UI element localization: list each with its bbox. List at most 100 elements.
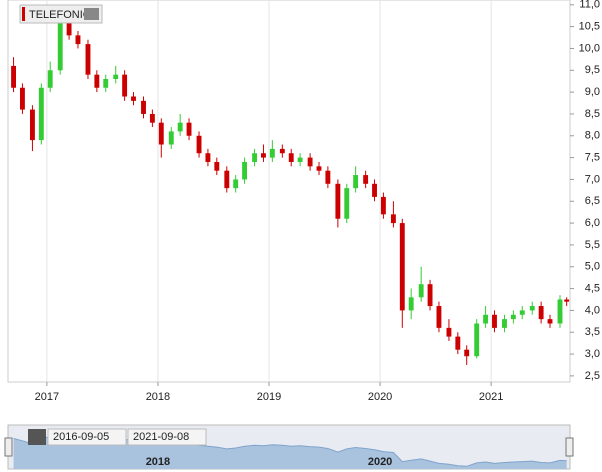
x-tick-label: 2018 (146, 391, 170, 403)
candle-body (363, 175, 369, 184)
candle-body (177, 122, 183, 132)
start-date-box[interactable] (47, 428, 127, 446)
candle-body (564, 299, 570, 302)
candle-body (103, 79, 109, 88)
y-tick-label: 8,5 (585, 108, 600, 120)
candle-body (186, 122, 192, 136)
y-tick-label: 2,5 (585, 370, 600, 382)
candle-body (455, 336, 461, 350)
candle-body (29, 109, 35, 141)
candle-body (307, 157, 313, 167)
range-icon[interactable] (28, 429, 46, 445)
y-tick-label: 11,0 (579, 0, 600, 11)
navigator-handle[interactable] (4, 437, 13, 457)
y-tick-label: 7,0 (585, 173, 600, 185)
candle-body (141, 100, 146, 114)
candle-body (344, 188, 350, 219)
x-tick-label: 2020 (368, 391, 392, 403)
end-date-box[interactable] (127, 428, 207, 446)
candle-body (372, 183, 377, 197)
candle-body (242, 161, 248, 180)
candle-body (205, 153, 211, 162)
end-date[interactable]: 2021-09-08 (133, 431, 189, 443)
candle-body (325, 170, 331, 184)
candle-body (66, 22, 72, 36)
candle-body (214, 161, 220, 171)
candle-body (11, 65, 16, 88)
candle-body (316, 166, 322, 171)
candle-body (547, 319, 553, 324)
candle-body (279, 148, 285, 154)
y-tick-label: 10,0 (579, 42, 600, 54)
y-tick-label: 4,5 (585, 282, 600, 294)
y-tick-label: 4,0 (585, 304, 600, 316)
chart-title: TELEFONIC (29, 9, 91, 21)
candle-body (85, 44, 91, 75)
refresh-icon[interactable] (84, 8, 99, 20)
navigator-handle[interactable] (565, 437, 574, 457)
candle-body (502, 319, 507, 328)
candle-body (113, 74, 119, 80)
candle-body (538, 306, 544, 320)
candle-body (519, 310, 525, 315)
candle-body (510, 314, 516, 320)
candle-body (149, 113, 155, 123)
candle-body (446, 327, 452, 337)
navigator-area (13, 431, 567, 469)
candle-body (57, 22, 63, 71)
candle-body (418, 284, 424, 298)
y-tick-label: 7,5 (585, 152, 600, 164)
navigator-tick-label: 2020 (368, 456, 392, 468)
candle-body (261, 153, 266, 158)
candle-body (335, 183, 341, 219)
candle-body (399, 223, 405, 311)
candle-body (483, 314, 489, 324)
plot-area (7, 0, 571, 383)
y-tick-label: 6,0 (585, 217, 600, 229)
candle-body (380, 196, 386, 215)
x-tick-label: 2021 (479, 391, 503, 403)
candle-body (408, 297, 414, 311)
candle-body (94, 74, 100, 88)
candle-body (436, 306, 442, 328)
candle-body (224, 170, 230, 189)
y-tick-label: 9,5 (585, 64, 600, 76)
x-tick-label: 2019 (257, 391, 281, 403)
candle-body (38, 87, 44, 141)
y-tick-label: 5,5 (585, 239, 600, 251)
candle-body (474, 323, 480, 357)
y-tick-label: 8,0 (585, 130, 600, 142)
y-tick-label: 5,0 (585, 261, 600, 273)
candle-body (47, 70, 53, 88)
candle-body (353, 175, 359, 189)
candle-body (19, 87, 25, 110)
candle-body (131, 96, 136, 101)
candle-body (122, 74, 128, 97)
candle-body (427, 284, 433, 307)
title-box (19, 4, 103, 24)
candle-body (158, 122, 164, 145)
y-tick-label: 6,5 (585, 195, 600, 207)
candle-body (269, 148, 275, 158)
y-tick-label: 3,0 (585, 348, 600, 360)
y-tick-label: 9,0 (585, 86, 600, 98)
candle-body (529, 306, 535, 311)
candle-body (196, 135, 202, 154)
candle-body (75, 35, 81, 45)
title-marker (22, 7, 25, 21)
start-date[interactable]: 2016-09-05 (53, 431, 109, 443)
candle-body (390, 214, 396, 224)
candle-body (297, 157, 303, 162)
candle-body (492, 314, 497, 328)
x-tick-label: 2017 (35, 391, 59, 403)
candle-body (168, 131, 174, 145)
navigator-tick-label: 2018 (146, 456, 170, 468)
candle-body (252, 153, 258, 162)
candle-body (233, 179, 239, 189)
y-tick-label: 10,5 (579, 21, 600, 33)
y-tick-label: 3,5 (585, 326, 600, 338)
candle-body (557, 299, 563, 324)
candle-body (464, 349, 470, 357)
candle-body (288, 153, 294, 162)
